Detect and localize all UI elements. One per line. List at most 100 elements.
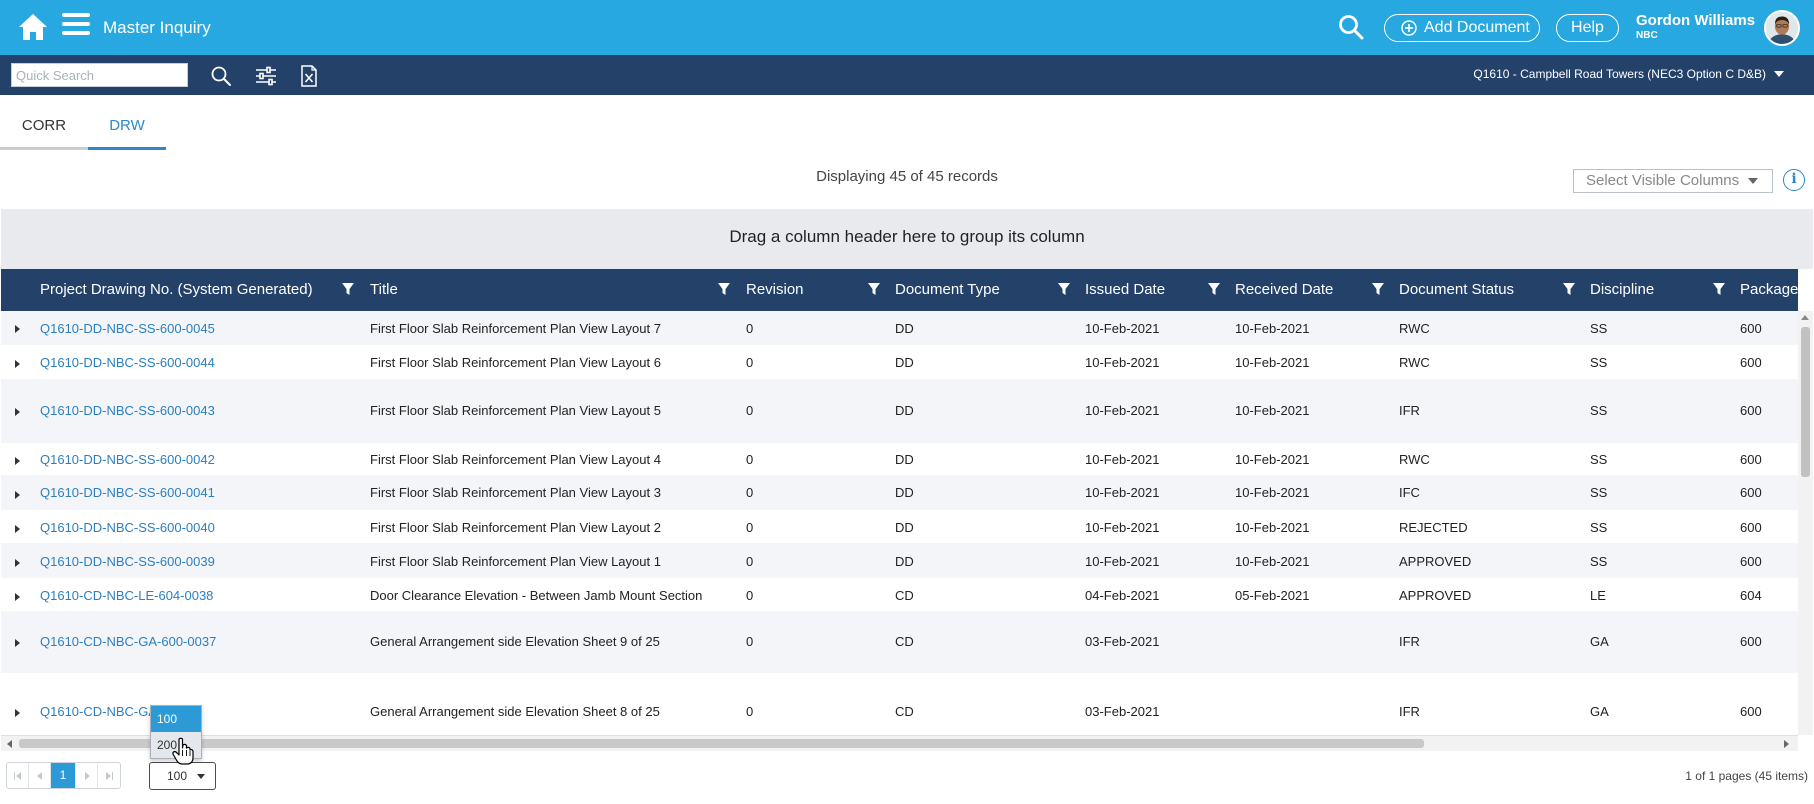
filter-icon[interactable] [1207,282,1221,296]
vertical-scroll-thumb[interactable] [1801,327,1810,477]
cell-issued-date: 10-Feb-2021 [1085,520,1160,535]
cell-received-date: 10-Feb-2021 [1235,452,1310,467]
expand-row-icon[interactable] [15,408,20,416]
user-info[interactable]: Gordon Williams NBC [1636,12,1755,41]
horizontal-scrollbar[interactable] [1,735,1798,751]
drawing-number-link[interactable]: Q1610-DD-NBC-SS-600-0040 [40,520,215,535]
project-selector[interactable]: Q1610 - Campbell Road Towers (NEC3 Optio… [1473,67,1784,81]
cell-document-type: CD [895,704,914,719]
drawing-number-link[interactable]: Q1610-DD-NBC-SS-600-0043 [40,403,215,418]
column-header-document-type[interactable]: Document Type [895,281,1000,298]
select-visible-columns-dropdown[interactable]: Select Visible Columns [1573,169,1773,193]
drawing-number-link[interactable]: Q1610-DD-NBC-SS-600-0042 [40,452,215,467]
next-page-button[interactable] [76,763,98,788]
column-header-revision[interactable]: Revision [746,281,804,298]
expand-row-icon[interactable] [15,639,20,647]
help-button[interactable]: Help [1556,14,1619,42]
table-row[interactable]: Q1610-CD-NBC-GA-600-0037 General Arrange… [1,611,1798,673]
cell-issued-date: 03-Feb-2021 [1085,704,1160,719]
search-icon[interactable] [1337,13,1365,41]
page-size-dropdown: 100 200 [150,705,202,759]
expand-row-icon[interactable] [15,559,20,567]
expand-row-icon[interactable] [15,457,20,465]
filter-icon[interactable] [341,282,355,296]
filter-icon[interactable] [1371,282,1385,296]
cell-title: First Floor Slab Reinforcement Plan View… [370,452,661,467]
table-row[interactable]: Q1610-DD-NBC-SS-600-0041 First Floor Sla… [1,475,1798,510]
cell-package: 600 [1740,485,1762,500]
cell-document-status: APPROVED [1399,554,1472,569]
page-title: Master Inquiry [103,18,211,37]
avatar[interactable] [1764,10,1800,46]
tab-drw[interactable]: DRW [88,117,166,150]
drawing-number-link[interactable]: Q1610-DD-NBC-SS-600-0045 [40,321,215,336]
cell-discipline: SS [1590,452,1608,467]
table-row[interactable]: Q1610-DD-NBC-SS-600-0044 First Floor Sla… [1,345,1798,379]
cell-issued-date: 10-Feb-2021 [1085,321,1160,336]
drawing-number-link[interactable]: Q1610-CD-NBC-GA-600-0037 [40,634,217,649]
page-size-option[interactable]: 100 [151,706,201,732]
last-page-button[interactable] [98,763,120,788]
table-row[interactable]: Q1610-DD-NBC-SS-600-0040 First Floor Sla… [1,510,1798,543]
scroll-up-icon[interactable] [1801,315,1809,320]
column-header-discipline[interactable]: Discipline [1590,281,1655,298]
excel-export-icon[interactable] [297,64,321,88]
filter-icon[interactable] [1562,282,1576,296]
group-drop-area[interactable]: Drag a column header here to group its c… [1,209,1813,269]
hamburger-menu-icon[interactable] [62,13,90,41]
drawing-number-link[interactable]: Q1610-CD-NBC-GA [40,704,158,719]
expand-row-icon[interactable] [15,325,20,333]
expand-row-icon[interactable] [15,709,20,717]
quick-search-input[interactable] [11,63,188,87]
drawing-number-link[interactable]: Q1610-DD-NBC-SS-600-0039 [40,554,215,569]
filter-icon[interactable] [1712,282,1726,296]
toolbar: Q1610 - Campbell Road Towers (NEC3 Optio… [0,55,1814,95]
column-header-drawing-no[interactable]: Project Drawing No. (System Generated) [40,281,313,298]
drawing-number-link[interactable]: Q1610-DD-NBC-SS-600-0041 [40,485,215,500]
table-row[interactable]: Q1610-DD-NBC-SS-600-0039 First Floor Sla… [1,543,1798,578]
filter-icon[interactable] [717,282,731,296]
cell-discipline: LE [1590,588,1606,603]
cell-issued-date: 10-Feb-2021 [1085,452,1160,467]
previous-page-button[interactable] [29,763,51,788]
scroll-left-icon[interactable] [7,740,12,748]
records-count: Displaying 45 of 45 records [816,168,998,185]
table-row[interactable]: Q1610-DD-NBC-SS-600-0042 First Floor Sla… [1,443,1798,475]
cell-issued-date: 03-Feb-2021 [1085,634,1160,649]
expand-row-icon[interactable] [15,593,20,601]
expand-row-icon[interactable] [15,525,20,533]
expand-row-icon[interactable] [15,491,20,499]
scroll-right-icon[interactable] [1784,740,1789,748]
cell-package: 600 [1740,355,1762,370]
drawing-number-link[interactable]: Q1610-CD-NBC-LE-604-0038 [40,588,214,603]
table-row[interactable]: Q1610-CD-NBC-LE-604-0038 Door Clearance … [1,578,1798,611]
search-icon[interactable] [209,64,233,88]
table-row[interactable]: Q1610-DD-NBC-SS-600-0045 First Floor Sla… [1,311,1798,345]
column-header-document-status[interactable]: Document Status [1399,281,1515,298]
column-header-title[interactable]: Title [370,281,398,298]
cell-package: 600 [1740,452,1762,467]
filter-icon[interactable] [1057,282,1071,296]
column-header-package[interactable]: Package [1740,281,1798,298]
filter-icon[interactable] [867,282,881,296]
vertical-scrollbar[interactable] [1798,311,1813,735]
page-size-select[interactable]: 100 [149,762,216,790]
home-icon[interactable] [16,10,50,44]
filter-sliders-icon[interactable] [254,64,278,88]
top-bar: Master Inquiry Add Document Help Gordon … [0,0,1814,55]
user-organisation: NBC [1636,30,1658,41]
select-visible-columns-label: Select Visible Columns [1586,172,1740,189]
tab-corr[interactable]: CORR [0,117,88,150]
column-header-received-date[interactable]: Received Date [1235,281,1334,298]
table-row[interactable]: Q1610-CD-NBC-GA 5 General Arrangement si… [1,673,1798,735]
horizontal-scroll-thumb[interactable] [19,739,1424,748]
page-number-button[interactable]: 1 [51,763,76,788]
table-row[interactable]: Q1610-DD-NBC-SS-600-0043 First Floor Sla… [1,379,1798,443]
cell-received-date: 10-Feb-2021 [1235,520,1310,535]
expand-row-icon[interactable] [15,360,20,368]
info-icon[interactable]: i [1783,169,1805,191]
first-page-button[interactable] [7,763,29,788]
drawing-number-link[interactable]: Q1610-DD-NBC-SS-600-0044 [40,355,215,370]
add-document-button[interactable]: Add Document [1384,14,1540,42]
column-header-issued-date[interactable]: Issued Date [1085,281,1166,298]
